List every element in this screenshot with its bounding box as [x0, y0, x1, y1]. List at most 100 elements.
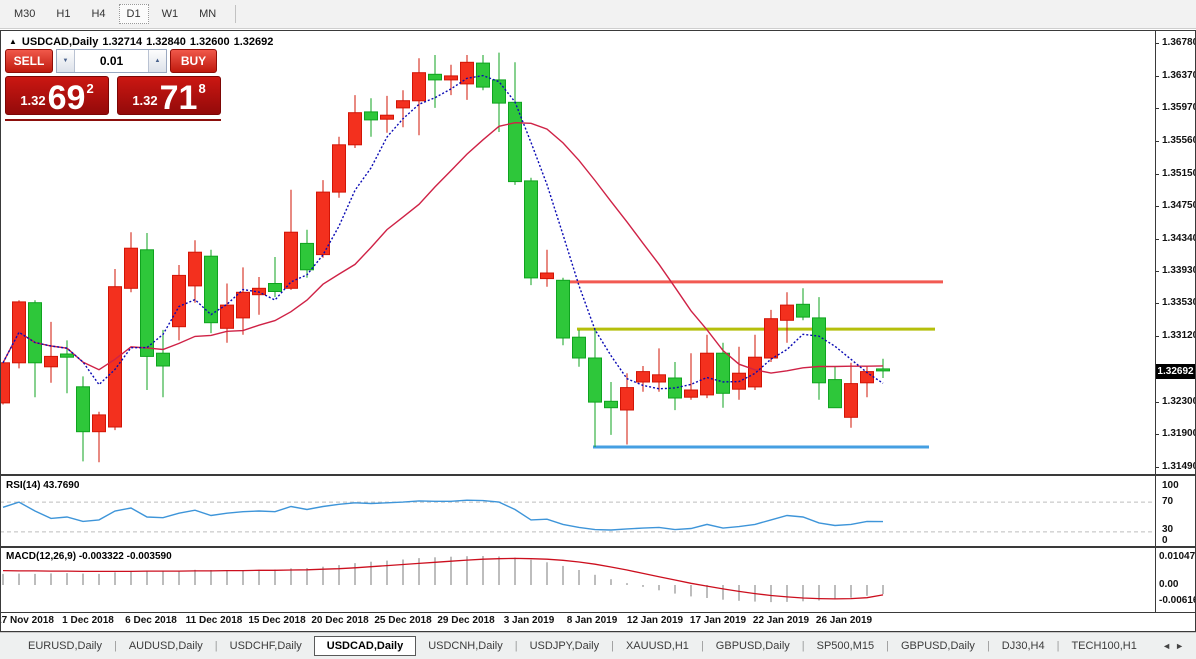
symbol-period-label: USDCAD,Daily	[21, 36, 99, 48]
chart-title: ▲ USDCAD,Daily 1.32714 1.32840 1.32600 1.3269…	[9, 36, 277, 48]
price-axis-label: 1.34750	[1162, 200, 1196, 211]
macd-splitter[interactable]	[1, 546, 1195, 548]
sell-button[interactable]: SELL	[5, 49, 53, 73]
sell-price-box[interactable]: 1.32 69 2	[5, 76, 109, 115]
tab-audusd-daily[interactable]: AUDUSD,Daily	[128, 640, 203, 652]
price-axis-tick	[1155, 239, 1159, 240]
buy-button[interactable]: BUY	[170, 49, 217, 73]
collapse-arrow-icon[interactable]: ▲	[9, 37, 17, 46]
price-axis-tick	[1155, 303, 1159, 304]
macd-axis-label: 0.010471	[1159, 551, 1196, 562]
price-axis-label: 1.35970	[1162, 102, 1196, 113]
sell-price-big: 69	[47, 78, 86, 117]
tab-sp500-m15[interactable]: SP500,M15	[816, 640, 875, 652]
close-value: 1.32692	[233, 36, 274, 48]
price-axis-border	[1155, 31, 1156, 612]
tab-gbpusd-daily[interactable]: GBPUSD,Daily	[900, 640, 975, 652]
tab-usdcad-daily[interactable]: USDCAD,Daily	[313, 636, 417, 656]
tab-scroll-right-icon[interactable]: ►	[1175, 641, 1188, 651]
rsi-splitter[interactable]	[1, 474, 1195, 476]
timeframe-button-d1[interactable]: D1	[118, 4, 149, 24]
tab-xauusd-h1[interactable]: XAUUSD,H1	[625, 640, 689, 652]
tab-usdjpy-daily[interactable]: USDJPY,Daily	[529, 640, 600, 652]
price-axis-tick	[1155, 76, 1159, 77]
price-axis-label: 1.33530	[1162, 297, 1196, 308]
date-axis-label: 15 Dec 2018	[248, 615, 306, 626]
tab-separator: |	[986, 640, 990, 652]
price-axis-label: 1.34340	[1162, 233, 1196, 244]
tab-scroll-arrows: ◄►	[1162, 641, 1188, 651]
volume-decrease-button[interactable]: ▼	[57, 50, 75, 72]
price-axis-label: 1.33120	[1162, 330, 1196, 341]
price-axis-label: 1.31900	[1162, 428, 1196, 439]
date-axis-label: 6 Dec 2018	[125, 615, 177, 626]
price-axis-tick	[1155, 141, 1159, 142]
price-axis-tick	[1155, 108, 1159, 109]
buy-price-big: 71	[159, 78, 198, 117]
sell-price-prefix: 1.32	[20, 93, 46, 108]
tab-gbpusd-daily[interactable]: GBPUSD,Daily	[715, 640, 790, 652]
date-axis-label: 17 Jan 2019	[689, 615, 747, 626]
date-axis-label: 27 Nov 2018	[0, 615, 54, 626]
date-axis[interactable]: 27 Nov 2018 1 Dec 2018 6 Dec 2018 11 Dec 20…	[0, 613, 1155, 631]
tab-eurusd-daily[interactable]: EURUSD,Daily	[28, 640, 102, 652]
buy-price-box[interactable]: 1.32 71 8	[117, 76, 221, 115]
tab-separator: |	[1056, 640, 1060, 652]
tab-separator: |	[113, 640, 117, 652]
tab-separator: |	[514, 640, 518, 652]
macd-pane[interactable]	[0, 549, 1155, 612]
timeframe-button-w1[interactable]: W1	[161, 8, 179, 20]
price-axis-tick	[1155, 271, 1159, 272]
date-axis-divider	[1, 612, 1195, 613]
price-axis[interactable]: 1.36780 1.36370 1.35970 1.35560 1.35150 1.347…	[1155, 31, 1196, 612]
chart-tab-bar: EURUSD,Daily | AUDUSD,Daily | USDCHF,Daily US…	[0, 632, 1196, 659]
date-axis-label: 29 Dec 2018	[437, 615, 495, 626]
volume-stepper: ▼ ▲	[56, 49, 167, 73]
tab-dj30-h4[interactable]: DJ30,H4	[1001, 640, 1045, 652]
timeframe-button-m30[interactable]: M30	[14, 8, 36, 20]
tab-scroll-left-icon[interactable]: ◄	[1162, 641, 1176, 651]
price-axis-label: 1.36370	[1162, 70, 1196, 81]
tab-usdchf-daily[interactable]: USDCHF,Daily	[229, 640, 302, 652]
high-value: 1.32840	[146, 36, 186, 48]
price-axis-tick	[1155, 174, 1159, 175]
rsi-axis-label: 30	[1162, 524, 1174, 535]
timeframe-button-mn[interactable]: MN	[199, 8, 217, 20]
date-axis-label: 25 Dec 2018	[374, 615, 432, 626]
date-axis-label: 11 Dec 2018	[185, 615, 243, 626]
volume-increase-button[interactable]: ▲	[148, 50, 166, 72]
tab-separator: |	[886, 640, 889, 652]
macd-axis-label: 0.00	[1159, 579, 1179, 590]
timeframe-toolbar: M30 H1 H4 D1 W1 MN	[0, 0, 1196, 29]
tab-separator: |	[214, 640, 218, 652]
timeframe-button-h1[interactable]: H1	[56, 8, 71, 20]
date-axis-label: 3 Jan 2019	[503, 615, 555, 626]
price-axis-label: 1.35560	[1162, 135, 1196, 146]
price-axis-label: 1.32300	[1162, 396, 1196, 407]
rsi-axis-label: 100	[1162, 480, 1179, 491]
toolbar-separator	[235, 5, 237, 23]
price-axis-tick	[1155, 434, 1159, 435]
volume-input[interactable]	[75, 50, 148, 72]
date-axis-label: 22 Jan 2019	[752, 615, 810, 626]
buy-price-prefix: 1.32	[132, 93, 158, 108]
price-axis-label: 1.36780	[1162, 37, 1196, 48]
tab-tech100-h1[interactable]: TECH100,H1	[1071, 640, 1137, 652]
price-axis-tick	[1155, 43, 1159, 44]
price-axis-tick	[1155, 467, 1159, 468]
low-value: 1.32600	[189, 36, 230, 48]
rsi-pane[interactable]	[0, 478, 1155, 545]
date-axis-label: 20 Dec 2018	[311, 615, 369, 626]
tab-separator: |	[611, 640, 614, 652]
tab-usdcnh-daily[interactable]: USDCNH,Daily	[428, 640, 503, 652]
sell-price-sup: 2	[86, 81, 94, 96]
buy-price-sup: 8	[198, 81, 206, 96]
macd-signal-value: -0.003590	[126, 551, 172, 562]
price-axis-tick	[1155, 402, 1159, 403]
chart-canvas[interactable]	[0, 0, 1155, 613]
date-axis-label: 26 Jan 2019	[815, 615, 873, 626]
rsi-value: 43.7690	[43, 480, 80, 491]
timeframe-button-h4[interactable]: H4	[91, 8, 106, 20]
macd-axis-label: -0.006164	[1159, 595, 1196, 606]
